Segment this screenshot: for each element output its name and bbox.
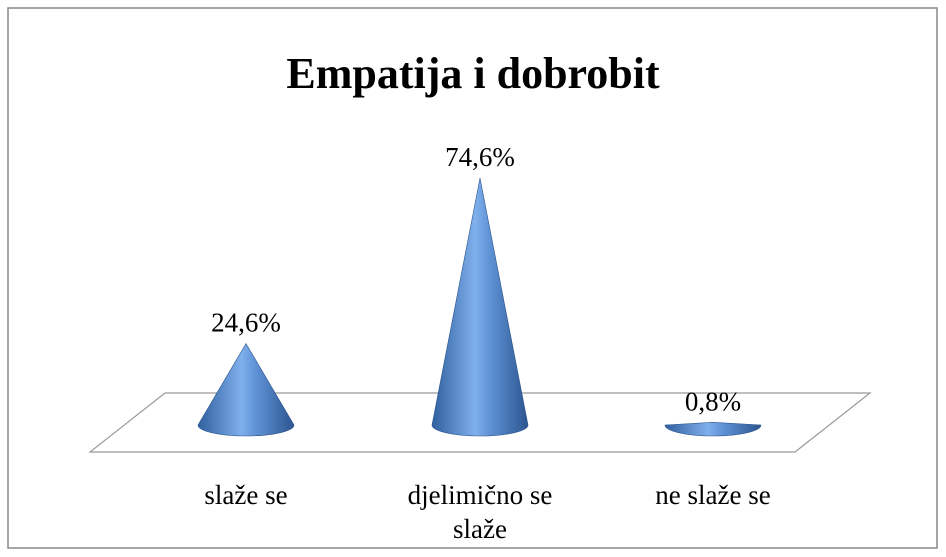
chart-title: Empatija i dobrobit — [286, 49, 660, 98]
cone — [664, 422, 762, 437]
data-label: 0,8% — [685, 386, 741, 416]
data-label: 24,6% — [211, 308, 281, 338]
data-label: 74,6% — [445, 142, 515, 172]
cone — [431, 178, 529, 437]
cone — [197, 342, 295, 437]
x-tick-label: djelimično se slaže — [407, 480, 553, 544]
x-tick-label: slaže se — [204, 480, 288, 510]
x-tick-label: ne slaže se — [655, 480, 771, 510]
